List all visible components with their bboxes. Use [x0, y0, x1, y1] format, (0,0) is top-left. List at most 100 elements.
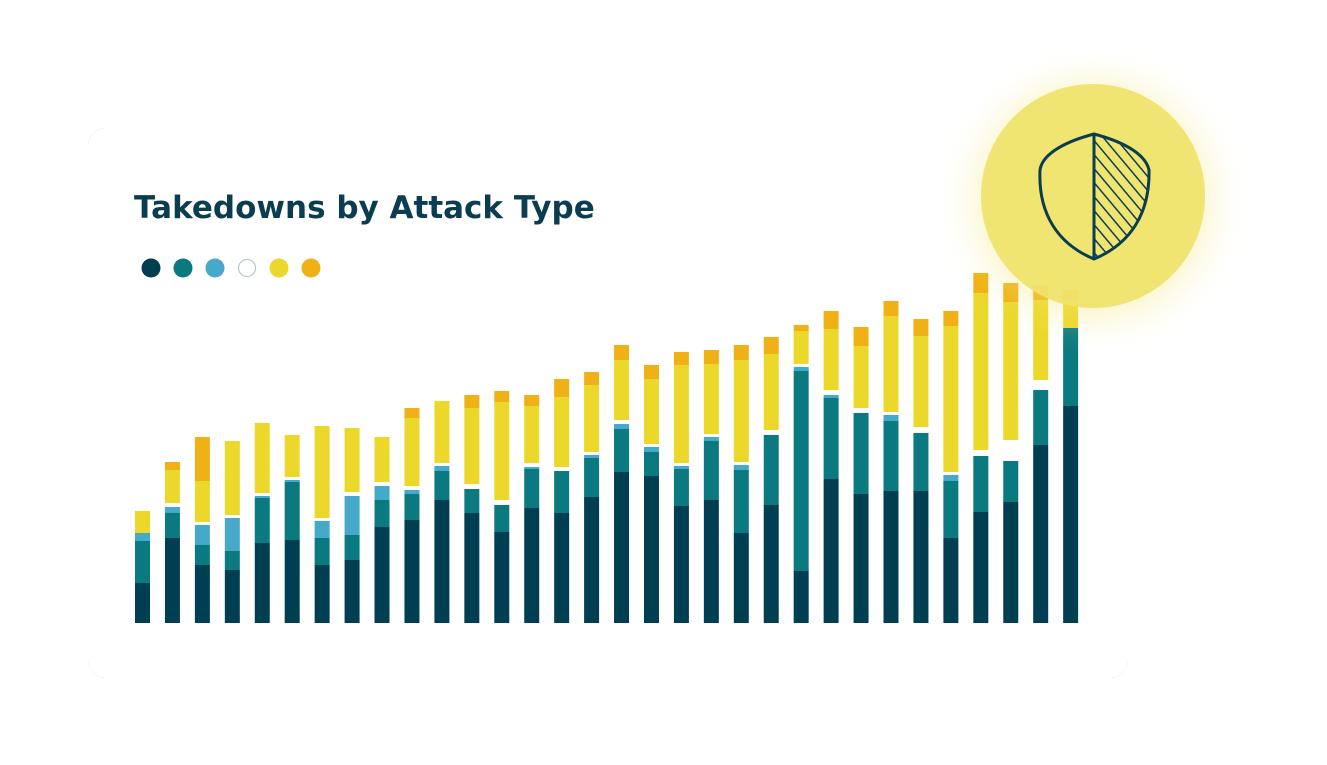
bar-segment [733, 465, 749, 470]
bar-segment [793, 371, 809, 571]
bar-segment [584, 458, 600, 497]
bar-segment [554, 513, 570, 623]
bar-segment [823, 479, 839, 623]
bar-segment [853, 408, 869, 413]
bar-segment [194, 481, 210, 522]
bar-segment [913, 427, 929, 433]
legend-swatch [237, 258, 257, 278]
bar-segment [853, 346, 869, 408]
bar-segment [643, 365, 659, 379]
bar-segment [494, 505, 510, 532]
bar-segment [673, 463, 689, 466]
bar-segment [284, 477, 300, 480]
bar-segment [314, 426, 330, 518]
bar-segment [584, 385, 600, 452]
bar-segment [703, 437, 719, 441]
bar-segment [494, 500, 510, 505]
bar-segment [614, 345, 630, 360]
bar-segment [703, 500, 719, 623]
legend-swatch [269, 258, 289, 278]
bar-segment [913, 491, 929, 623]
bar-segment [703, 441, 719, 500]
bar-segment [194, 522, 210, 525]
bar-segment [524, 508, 540, 623]
bar-segment [194, 437, 210, 481]
bar-segment [763, 354, 779, 430]
bar-segment [673, 365, 689, 463]
bar-segment [284, 480, 300, 482]
bar-segment [614, 420, 630, 424]
bar-segment [464, 395, 480, 408]
bar-segment [584, 452, 600, 455]
bar-segment [973, 293, 989, 450]
bar-segment [883, 421, 899, 491]
bar-segment [224, 570, 240, 623]
bar-segment [494, 532, 510, 623]
bar-segment [584, 372, 600, 385]
bar-segment [703, 350, 719, 364]
bar-segment [643, 444, 659, 447]
bar-segment [1063, 406, 1079, 623]
bar-segment [793, 571, 809, 623]
bar-segment [314, 565, 330, 623]
bar-segment [733, 462, 749, 465]
bar-segment [943, 538, 959, 623]
bar-segment [614, 360, 630, 420]
bar-segment [883, 301, 899, 316]
bar-segment [135, 533, 150, 541]
bar-segment [524, 469, 540, 508]
bar-segment [164, 513, 180, 538]
bar-segment [733, 345, 749, 360]
bar-segment [374, 437, 390, 482]
bar-segment [224, 518, 240, 551]
bar-segment [853, 413, 869, 494]
bar-segment [943, 475, 959, 481]
bar-segment [554, 471, 570, 513]
bar-segment [973, 273, 989, 293]
bar-segment [1033, 390, 1049, 445]
bar-segment [973, 512, 989, 623]
bar-segment [374, 482, 390, 486]
bar-segment [1003, 502, 1019, 623]
bar-segment [763, 430, 779, 435]
bar-segment [584, 497, 600, 623]
bar-segment [913, 336, 929, 427]
bar-segment [943, 472, 959, 475]
bar-segment [164, 470, 180, 503]
shield-outline [1038, 132, 1151, 261]
bar-segment [763, 435, 779, 505]
bar-segment [434, 463, 450, 466]
bar-segment [973, 450, 989, 456]
bar-segment [793, 325, 809, 331]
bar-segment [464, 513, 480, 623]
bar-segment [823, 311, 839, 329]
bar-segment [673, 466, 689, 469]
bar-segment [314, 521, 330, 538]
bar-segment [883, 491, 899, 623]
bar-segment [164, 462, 180, 470]
bar-segment [673, 469, 689, 506]
bar-segment [823, 395, 839, 398]
bar-segment [883, 415, 899, 421]
bar-segment [584, 455, 600, 458]
bar-segment [853, 327, 869, 346]
bar-segment [643, 379, 659, 444]
bar-segment [763, 337, 779, 354]
bar-segment [643, 476, 659, 623]
bar-segment [434, 401, 450, 463]
bar-segment [314, 538, 330, 565]
bar-segment [434, 500, 450, 623]
bar-segment [164, 503, 180, 507]
bar-segment [224, 515, 240, 518]
bar-segment [673, 506, 689, 623]
bar-segment [1003, 440, 1019, 461]
bar-segment [943, 481, 959, 538]
bar-segment [823, 329, 839, 390]
bar-segment [404, 494, 420, 520]
bar-segment [883, 316, 899, 412]
bar-segment [404, 418, 420, 486]
bar-segment [524, 406, 540, 463]
bar-segment [164, 538, 180, 623]
bar-segment [284, 435, 300, 477]
bar-segment [254, 493, 270, 496]
